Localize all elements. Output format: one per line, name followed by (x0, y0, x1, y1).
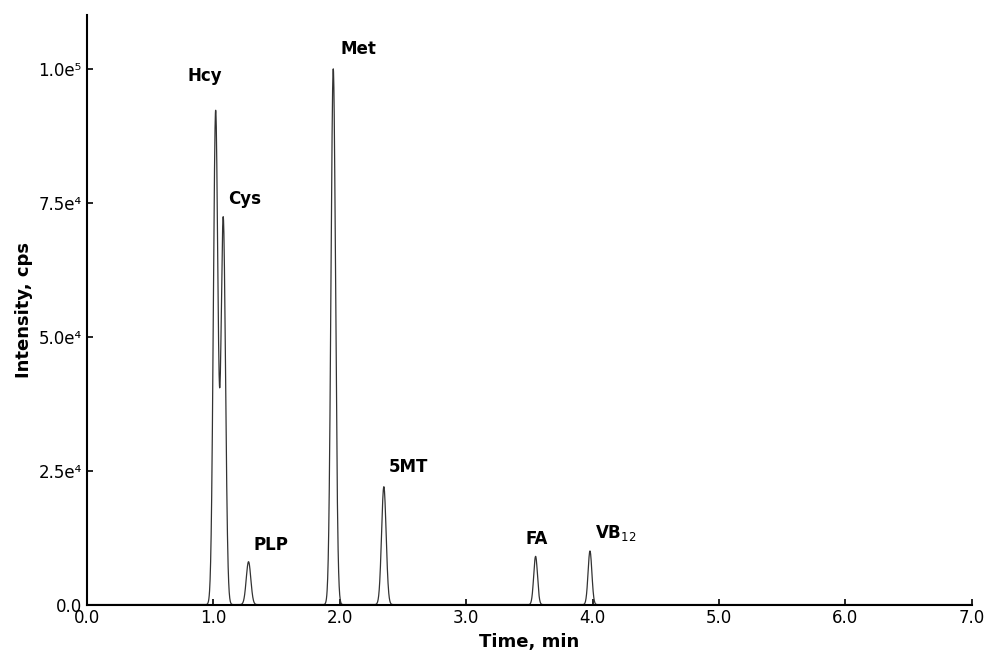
Text: Cys: Cys (228, 190, 261, 208)
Text: Hcy: Hcy (188, 67, 222, 85)
Text: 5MT: 5MT (389, 458, 428, 476)
Text: Met: Met (341, 40, 377, 58)
Y-axis label: Intensity, cps: Intensity, cps (15, 242, 33, 378)
Text: VB$_{12}$: VB$_{12}$ (595, 523, 636, 543)
Text: FA: FA (525, 530, 548, 548)
X-axis label: Time, min: Time, min (479, 633, 579, 651)
Text: PLP: PLP (254, 535, 288, 553)
